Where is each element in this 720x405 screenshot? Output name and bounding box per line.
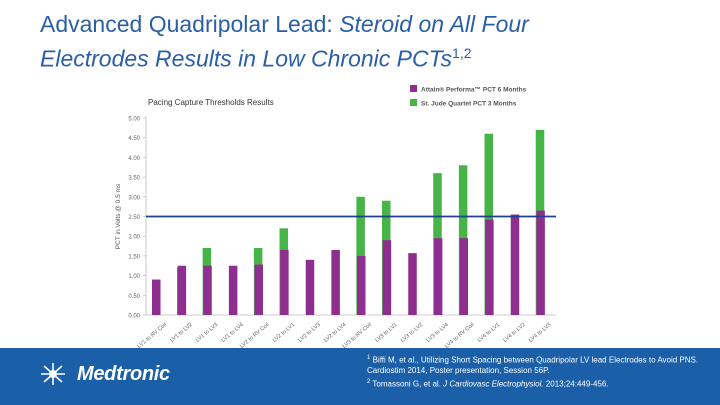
chart-title: Pacing Capture Thresholds Results: [148, 98, 274, 107]
legend-label-1: Attain® Performa™ PCT 6 Months: [421, 86, 527, 94]
bar-attain-11: [408, 253, 417, 315]
y-tick-label: 3.50: [128, 176, 140, 182]
bar-attain-2: [177, 265, 187, 315]
logo-wordmark: Medtronic: [77, 362, 170, 385]
x-tick-label: LV2 to LV4: [323, 322, 347, 344]
bar-attain-9: [357, 255, 366, 315]
y-tick-label: 1.00: [128, 274, 140, 280]
legend-label-2: St. Jude Quartet PCT 3 Months: [421, 101, 517, 108]
y-tick-label: 2.00: [128, 235, 140, 241]
bar-attain-7: [305, 259, 315, 315]
title-superscript: 1,2: [452, 45, 472, 61]
x-tick-label: LV1 to LV3: [195, 322, 219, 344]
reference-2: 2 Tomassoni G, et al. J Cardiovasc Elect…: [367, 377, 717, 390]
x-tick-label: LV1 to LV4: [221, 322, 245, 344]
y-tick-label: 0.00: [128, 314, 140, 320]
y-tick-label: 3.00: [128, 195, 140, 201]
bar-attain-15: [510, 214, 520, 315]
y-tick-label: 4.00: [128, 156, 140, 162]
bar-attain-5: [254, 264, 263, 315]
ref2-citation: 2013;24:449-456.: [543, 379, 609, 389]
medtronic-logo: Medtronic: [36, 361, 170, 387]
reference-1: 1 Biffi M, et al., Utilizing Short Spaci…: [367, 353, 717, 377]
x-tick-label: LV4 to LV3: [528, 322, 552, 344]
legend-swatch-2: [410, 99, 417, 106]
footer-bar: Medtronic 1 Biffi M, et al., Utilizing S…: [0, 348, 720, 405]
pct-bar-chart: Pacing Capture Thresholds Results Attain®…: [115, 85, 556, 348]
x-tick-label: LV2 to LV1: [272, 322, 296, 344]
ref1-text: Biffi M, et al., Utilizing Short Spacing…: [367, 355, 699, 376]
x-tick-label: LV3 to LV4: [426, 322, 450, 344]
bar-attain-3: [203, 265, 212, 315]
y-tick-label: 0.50: [128, 294, 140, 300]
slide-title: Advanced Quadripolar Lead: Steroid on Al…: [40, 10, 710, 74]
bar-attain-12: [433, 238, 443, 315]
y-tick-label: 5.00: [128, 117, 140, 123]
ref2-authors: Tomassoni G, et al.: [372, 379, 444, 389]
x-tick-label: LV4 to LV1: [477, 322, 501, 344]
bar-attain-6: [280, 249, 289, 315]
y-axis-label: PCT in Volts @ 0.5 ms: [115, 183, 122, 249]
ref2-journal: J Cardiovasc Electrophysiol.: [443, 379, 544, 389]
legend-swatch-1: [410, 85, 417, 92]
title-part-1: Advanced Quadripolar Lead:: [40, 11, 340, 37]
y-tick-label: 1.50: [128, 254, 140, 260]
references: 1 Biffi M, et al., Utilizing Short Spaci…: [367, 353, 717, 390]
bar-attain-16: [536, 210, 545, 315]
ref2-number: 2: [367, 378, 371, 385]
medtronic-logo-icon: [41, 363, 65, 385]
bar-attain-4: [228, 265, 238, 315]
bar-attain-10: [382, 240, 392, 315]
title-part-2: Steroid on All Four: [339, 11, 529, 37]
bar-attain-8: [331, 249, 340, 315]
y-tick-label: 2.50: [128, 215, 140, 221]
title-part-3: Electrodes Results in Low Chronic PCTs: [40, 45, 453, 72]
x-tick-label: LV3 to LV1: [374, 322, 398, 344]
x-tick-label: LV2 to LV3: [297, 322, 321, 344]
bar-attain-1: [152, 279, 161, 315]
x-tick-label: LV1 to LV2: [169, 322, 193, 344]
bar-attain-13: [459, 238, 468, 315]
bar-attain-14: [485, 219, 494, 315]
x-tick-label: LV3 to LV2: [400, 322, 424, 344]
y-tick-label: 4.50: [128, 136, 140, 142]
x-tick-label: LV4 to LV2: [502, 322, 526, 344]
ref1-number: 1: [367, 355, 371, 361]
x-tick-label: LV1 to RV Coil: [137, 322, 169, 348]
